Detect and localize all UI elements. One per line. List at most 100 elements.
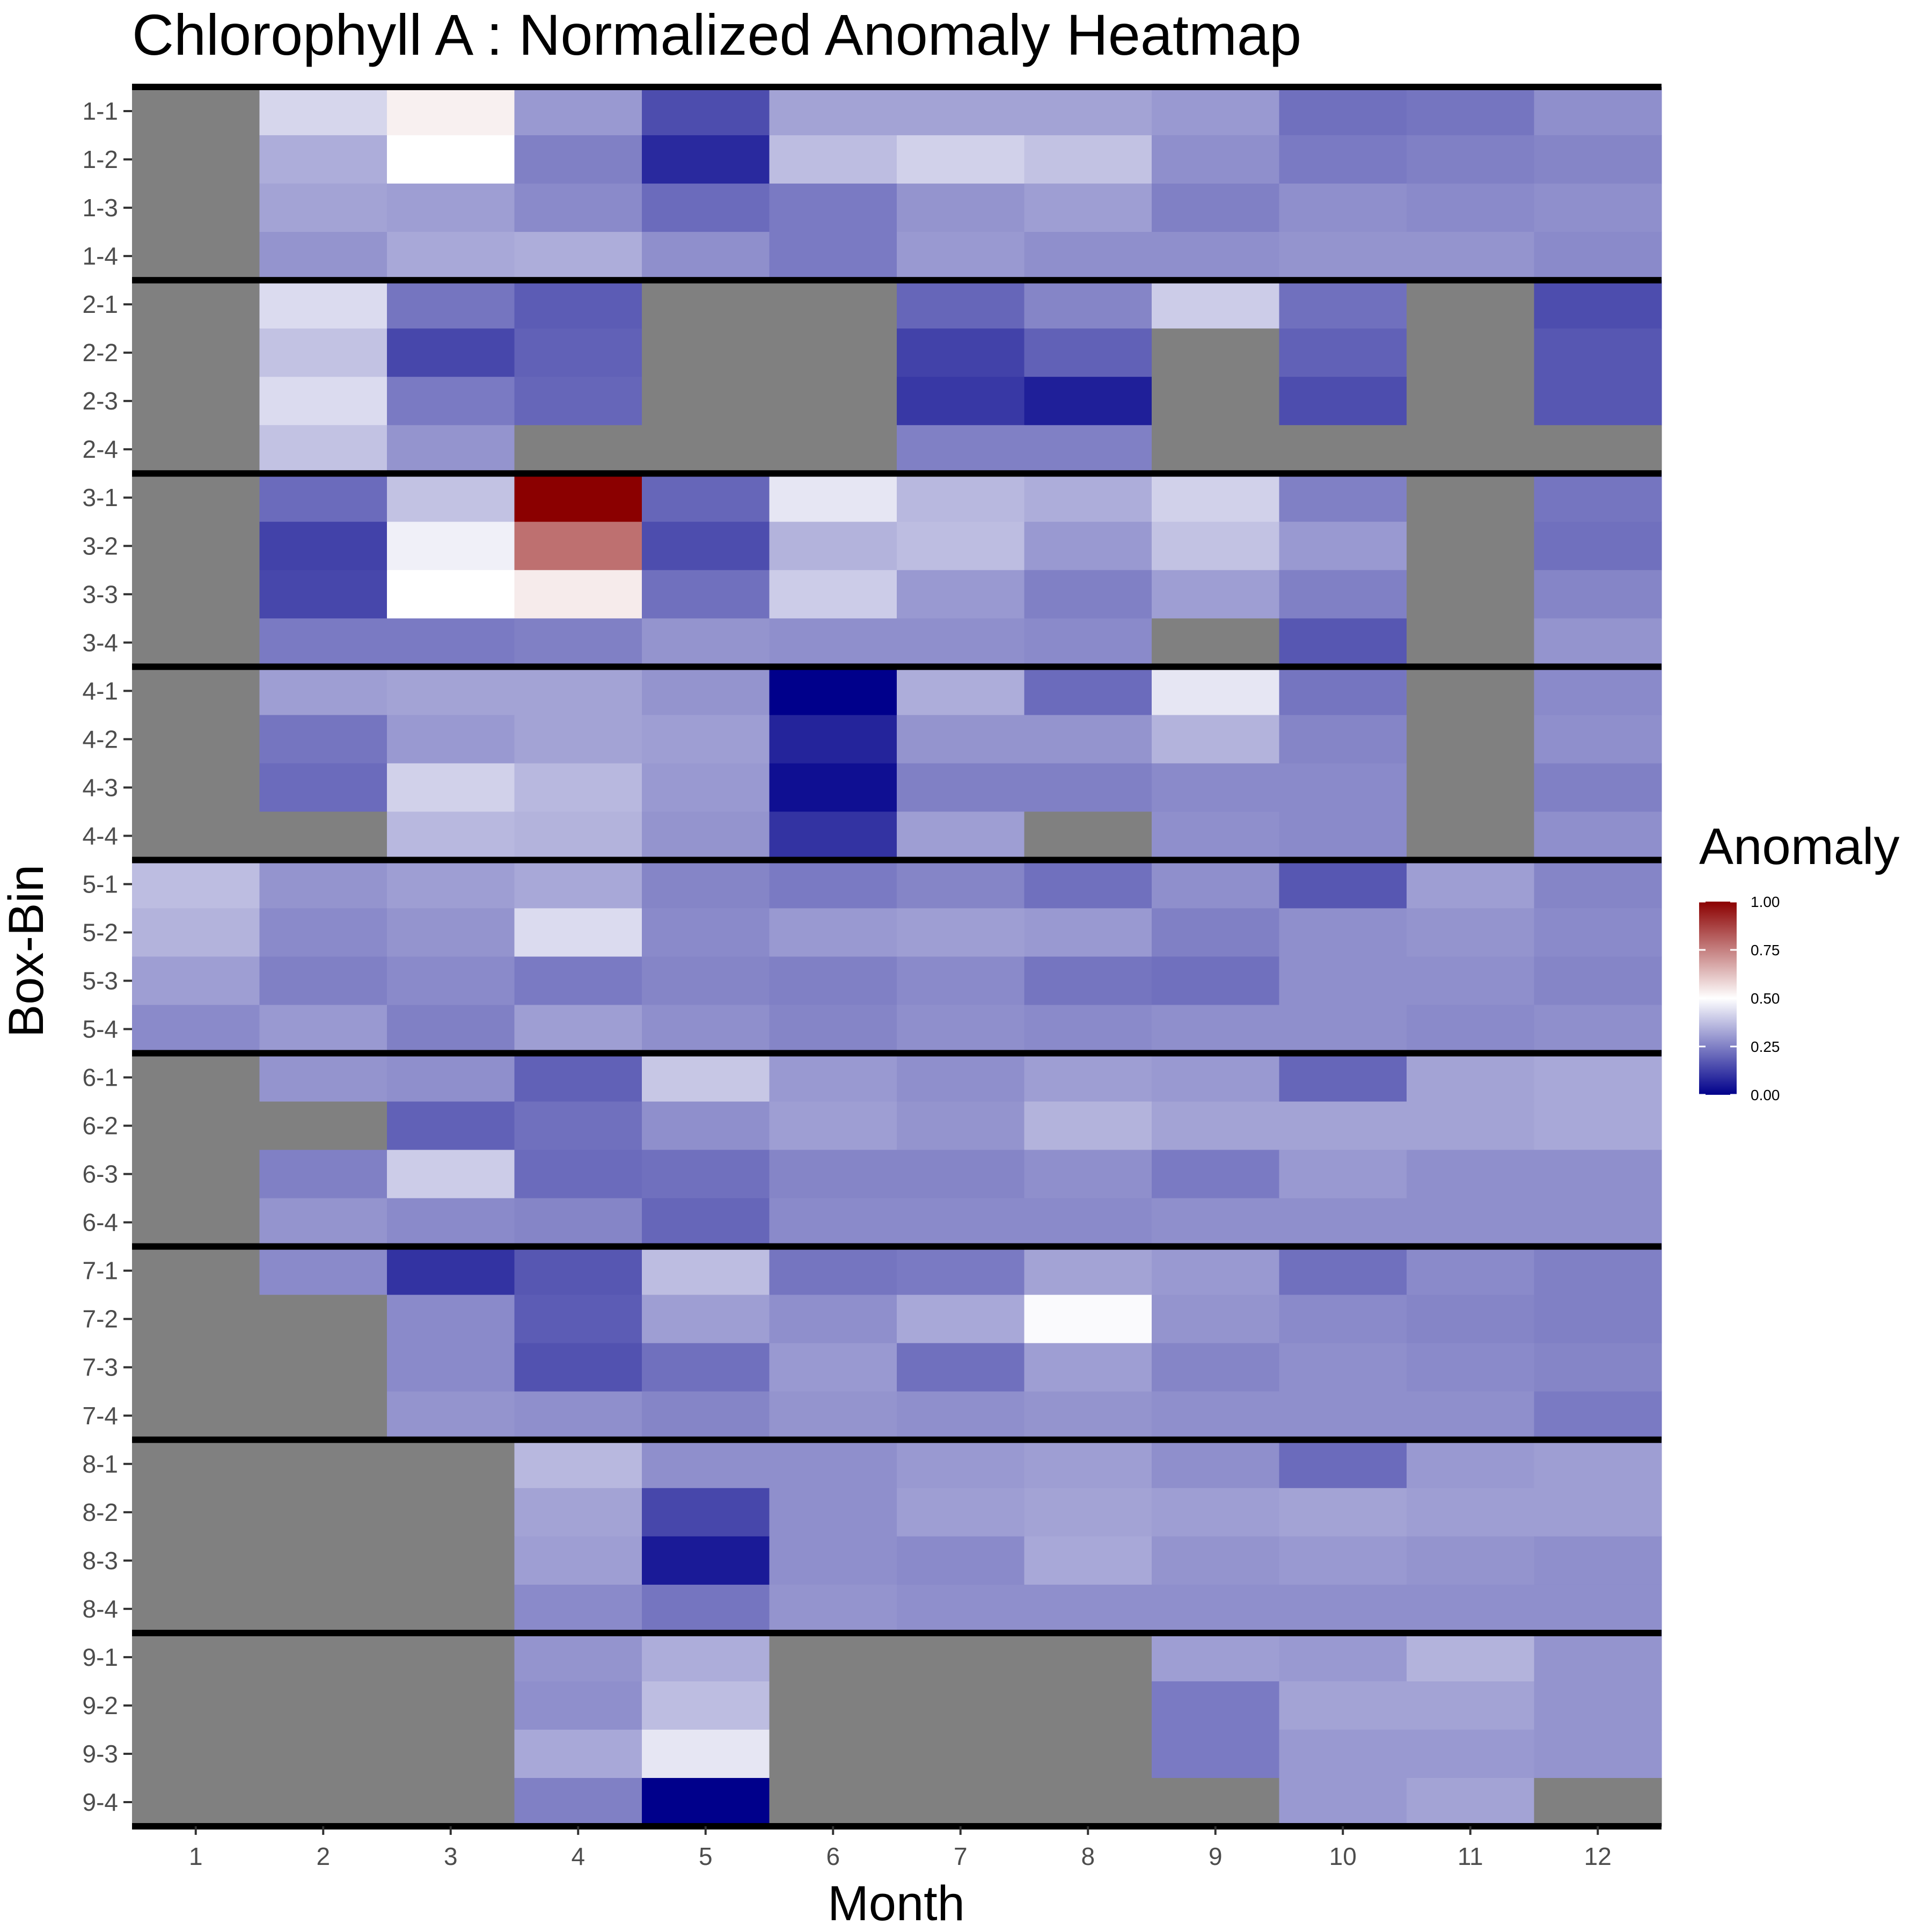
heatmap-cell	[1279, 473, 1407, 522]
heatmap-cell	[387, 232, 515, 281]
heatmap-cell	[1024, 908, 1152, 957]
heatmap-cell	[387, 1294, 515, 1344]
heatmap-cell	[769, 87, 897, 136]
heatmap-cell	[132, 860, 260, 909]
heatmap-cell	[514, 280, 642, 329]
heatmap-cell	[897, 1053, 1025, 1102]
heatmap-cell	[769, 956, 897, 1006]
heatmap-cell	[259, 811, 387, 861]
heatmap-cell	[132, 618, 260, 667]
heatmap-cell	[387, 1729, 515, 1779]
y-tick-label: 4-3	[83, 773, 118, 801]
heatmap-cell	[132, 1584, 260, 1634]
heatmap-cell	[1152, 1101, 1280, 1151]
heatmap-cell	[1024, 135, 1152, 184]
heatmap-cell	[1407, 1150, 1535, 1199]
heatmap-cell	[1279, 1488, 1407, 1537]
heatmap-cell	[259, 328, 387, 377]
heatmap-cell	[1279, 908, 1407, 957]
heatmap-cell	[132, 1439, 260, 1489]
heatmap-cell	[1407, 522, 1535, 570]
heatmap-cell	[642, 377, 770, 426]
y-tick-label: 6-1	[83, 1064, 118, 1092]
heatmap-cell	[1534, 473, 1662, 522]
heatmap-cell	[259, 1729, 387, 1779]
heatmap-cell	[1024, 1729, 1152, 1779]
heatmap-cell	[1152, 1005, 1280, 1054]
heatmap-cell	[1024, 377, 1152, 426]
heatmap-cell	[897, 570, 1025, 619]
heatmap-cell	[1152, 1681, 1280, 1730]
heatmap-cell	[642, 184, 770, 232]
heatmap-cell	[514, 1777, 642, 1827]
heatmap-cell	[769, 1343, 897, 1392]
y-axis-label: Box-Bin	[0, 865, 54, 1037]
heatmap-cell	[1407, 328, 1535, 377]
heatmap-cell	[1024, 1101, 1152, 1151]
heatmap-cell	[897, 1101, 1025, 1151]
y-tick-label: 4-2	[83, 725, 118, 753]
heatmap-cell	[387, 667, 515, 715]
y-tick-label: 4-1	[83, 677, 118, 705]
legend-tick-label: 0.75	[1751, 942, 1780, 958]
heatmap-cell	[1407, 811, 1535, 861]
heatmap-cell	[769, 811, 897, 861]
heatmap-cell	[259, 763, 387, 813]
y-tick-label: 8-4	[83, 1595, 118, 1623]
heatmap-cell	[1024, 618, 1152, 667]
heatmap-cell	[897, 1584, 1025, 1634]
heatmap-cells	[132, 87, 1662, 1827]
heatmap-cell	[514, 473, 642, 522]
heatmap-cell	[1279, 956, 1407, 1006]
heatmap-cell	[132, 522, 260, 570]
heatmap-cell	[514, 1150, 642, 1199]
heatmap-cell	[897, 1488, 1025, 1537]
heatmap-cell	[387, 860, 515, 909]
heatmap-cell	[1152, 1343, 1280, 1392]
heatmap-cell	[897, 184, 1025, 232]
heatmap-cell	[259, 1150, 387, 1199]
heatmap-cell	[1407, 425, 1535, 474]
heatmap-cell	[132, 1343, 260, 1392]
heatmap-cell	[259, 667, 387, 715]
heatmap-cell	[1534, 280, 1662, 329]
heatmap-cell	[1024, 667, 1152, 715]
heatmap-cell	[1279, 1343, 1407, 1392]
heatmap-cell	[1024, 763, 1152, 813]
heatmap-cell	[642, 1488, 770, 1537]
heatmap-cell	[1534, 715, 1662, 764]
heatmap-cell	[1407, 1005, 1535, 1054]
heatmap-cell	[642, 1150, 770, 1199]
heatmap-cell	[1152, 135, 1280, 184]
heatmap-cell	[642, 1005, 770, 1054]
heatmap-cell	[1152, 667, 1280, 715]
heatmap-cell	[897, 1536, 1025, 1585]
heatmap-cell	[642, 1777, 770, 1827]
heatmap-cell	[1024, 715, 1152, 764]
heatmap-cell	[387, 715, 515, 764]
heatmap-cell	[259, 232, 387, 281]
heatmap-cell	[387, 763, 515, 813]
heatmap-cell	[769, 522, 897, 570]
y-tick-labels: 1-1 1-2 1-3 1-4 2-1 2-2 2-3 2-4 3-1 3-2 3-3 3-4 4-1 4…	[83, 97, 132, 1816]
y-tick-label: 9-1	[83, 1643, 118, 1671]
heatmap-cell	[642, 87, 770, 136]
heatmap-cell	[259, 1053, 387, 1102]
heatmap-cell	[642, 473, 770, 522]
heatmap-cell	[1407, 473, 1535, 522]
heatmap-cell	[1152, 1633, 1280, 1682]
heatmap-cell	[1024, 811, 1152, 861]
heatmap-cell	[1152, 956, 1280, 1006]
heatmap-cell	[1279, 280, 1407, 329]
heatmap-cell	[1534, 425, 1662, 474]
heatmap-cell	[1534, 1391, 1662, 1440]
heatmap-cell	[1534, 135, 1662, 184]
heatmap-cell	[897, 1391, 1025, 1440]
y-tick-label: 2-3	[83, 387, 118, 415]
heatmap-cell	[769, 1439, 897, 1489]
heatmap-cell	[132, 1729, 260, 1779]
heatmap-cell	[1152, 570, 1280, 619]
heatmap-cell	[897, 1343, 1025, 1392]
